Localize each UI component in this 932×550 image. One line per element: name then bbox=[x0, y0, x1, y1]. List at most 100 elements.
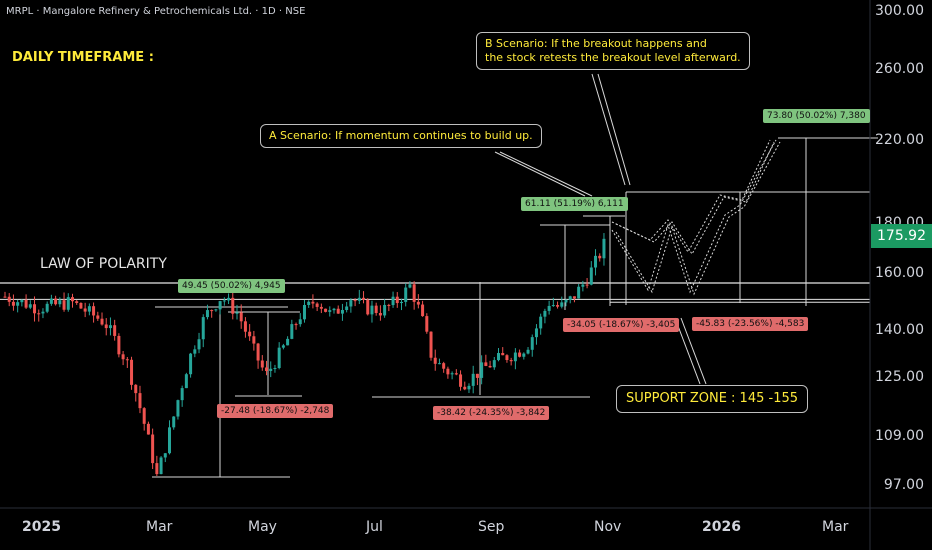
x-tick: Jul bbox=[366, 519, 383, 535]
candle-body bbox=[551, 305, 555, 307]
candle-body bbox=[75, 301, 79, 303]
symbol-title: MRPL · Mangalore Refinery & Petrochemica… bbox=[6, 6, 306, 17]
candle-body bbox=[421, 304, 425, 317]
candle-body bbox=[294, 324, 298, 326]
support-zone-leader-2 bbox=[680, 317, 707, 385]
measure-label-7[interactable]: 73.80 (50.02%) 7,380 bbox=[763, 109, 870, 123]
x-tick: Sep bbox=[478, 519, 505, 535]
candle-body bbox=[416, 301, 420, 305]
x-tick: 2025 bbox=[22, 519, 61, 535]
projection-path-a-shadow bbox=[615, 141, 775, 255]
candle-body bbox=[324, 308, 328, 312]
candle-body bbox=[395, 296, 399, 304]
candle-body bbox=[214, 309, 218, 311]
y-tick: 160.00 bbox=[875, 265, 924, 281]
candle-body bbox=[370, 305, 374, 315]
candle-body bbox=[319, 306, 323, 309]
candle-body bbox=[412, 284, 416, 302]
candle-body bbox=[248, 331, 252, 337]
candle-body bbox=[172, 416, 176, 428]
candle-body bbox=[62, 300, 66, 310]
candle-body bbox=[142, 408, 146, 424]
candle-body bbox=[227, 297, 231, 301]
candle-body bbox=[475, 373, 479, 378]
candle-body bbox=[33, 304, 37, 314]
y-tick: 220.00 bbox=[875, 132, 924, 148]
candle-body bbox=[256, 343, 260, 361]
candle-body bbox=[568, 296, 572, 300]
candle-body bbox=[252, 336, 256, 344]
candle-body bbox=[480, 362, 484, 378]
candle-body bbox=[513, 352, 517, 362]
candle-body bbox=[530, 337, 534, 350]
candle-body bbox=[201, 317, 205, 340]
candle-body bbox=[442, 363, 446, 369]
scenario-b-leader-2 bbox=[597, 73, 631, 186]
candle-body bbox=[54, 298, 58, 305]
candlestick-series bbox=[3, 233, 606, 476]
candle-body bbox=[572, 296, 576, 299]
measure-label-6[interactable]: -45.83 (-23.56%) -4,583 bbox=[692, 317, 809, 331]
measure-label-3[interactable]: -38.42 (-24.35%) -3,842 bbox=[433, 406, 550, 420]
y-tick: 125.00 bbox=[875, 369, 924, 385]
candle-body bbox=[70, 297, 74, 302]
projection-path-b-shadow bbox=[615, 141, 781, 296]
candle-body bbox=[336, 308, 340, 314]
scenario-a-callout[interactable]: A Scenario: If momentum continues to bui… bbox=[260, 124, 542, 148]
candle-body bbox=[345, 306, 349, 311]
candle-body bbox=[534, 328, 538, 338]
candle-body bbox=[383, 304, 387, 316]
projection-path-a bbox=[611, 139, 771, 253]
candle-body bbox=[184, 374, 188, 389]
candle-body bbox=[594, 255, 598, 268]
scenario-a-leader bbox=[494, 151, 586, 197]
measure-label-1[interactable]: 49.45 (50.02%) 4,945 bbox=[178, 279, 285, 293]
candle-body bbox=[151, 434, 155, 464]
candle-body bbox=[290, 324, 294, 339]
candle-body bbox=[96, 315, 100, 319]
candle-body bbox=[28, 304, 32, 308]
candle-body bbox=[564, 299, 568, 303]
candle-body bbox=[408, 284, 412, 288]
candle-body bbox=[87, 306, 91, 312]
measure-label-2[interactable]: -27.48 (-18.67%) -2,748 bbox=[217, 404, 334, 418]
candle-body bbox=[269, 368, 273, 371]
candle-body bbox=[193, 349, 197, 354]
candle-body bbox=[311, 301, 315, 304]
measure-label-5[interactable]: -34.05 (-18.67%) -3,405 bbox=[563, 318, 680, 332]
drawing-tools bbox=[152, 73, 878, 478]
support-zone-callout[interactable]: SUPPORT ZONE : 145 -155 bbox=[616, 385, 809, 413]
candle-body bbox=[265, 367, 269, 371]
candle-body bbox=[425, 316, 429, 332]
candle-body bbox=[125, 359, 129, 361]
candle-body bbox=[353, 300, 357, 302]
candle-body bbox=[433, 357, 437, 364]
candle-body bbox=[45, 303, 49, 312]
candle-body bbox=[577, 286, 581, 299]
measure-label-4[interactable]: 61.11 (51.19%) 6,111 bbox=[521, 197, 628, 211]
candle-body bbox=[231, 297, 235, 314]
x-tick: Nov bbox=[594, 519, 622, 535]
candle-body bbox=[315, 303, 319, 307]
candle-body bbox=[526, 349, 530, 354]
candle-body bbox=[100, 318, 104, 325]
candle-body bbox=[130, 359, 134, 385]
candle-body bbox=[205, 310, 209, 318]
last-price-tag: 175.92 bbox=[871, 224, 932, 248]
timeframe-label: DAILY TIMEFRAME : bbox=[12, 50, 154, 65]
candle-body bbox=[79, 302, 83, 309]
candle-body bbox=[298, 319, 302, 325]
scenario-b-callout[interactable]: B Scenario: If the breakout happens and … bbox=[476, 32, 750, 70]
candle-body bbox=[437, 363, 441, 365]
candle-body bbox=[543, 310, 547, 317]
candle-body bbox=[20, 299, 24, 303]
candle-body bbox=[404, 287, 408, 302]
candle-body bbox=[41, 311, 45, 314]
candle-body bbox=[121, 354, 125, 360]
candle-body bbox=[113, 325, 117, 336]
scenario-a-text: A Scenario: If momentum continues to bui… bbox=[269, 129, 533, 142]
candle-body bbox=[49, 298, 53, 304]
candle-body bbox=[260, 360, 264, 368]
